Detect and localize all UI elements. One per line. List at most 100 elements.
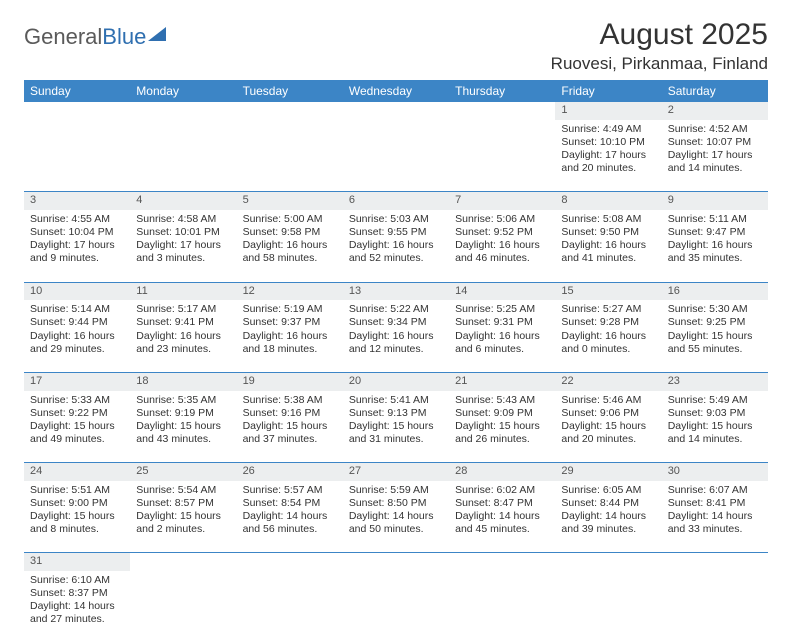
day-number: 31 <box>24 553 130 571</box>
day-number-row: 17181920212223 <box>24 372 768 390</box>
day-cell: Sunrise: 5:19 AMSunset: 9:37 PMDaylight:… <box>237 300 343 372</box>
sunrise-line: Sunrise: 5:33 AM <box>30 394 124 407</box>
day-number: 23 <box>662 372 768 390</box>
day-number <box>555 553 661 571</box>
day-number <box>130 102 236 120</box>
sunset-line: Sunset: 9:55 PM <box>349 226 443 239</box>
day-cell: Sunrise: 5:51 AMSunset: 9:00 PMDaylight:… <box>24 481 130 553</box>
daylight-line: Daylight: 17 hours and 3 minutes. <box>136 239 230 265</box>
weekday-header: Tuesday <box>237 80 343 102</box>
logo: General Blue <box>24 18 166 50</box>
sunset-line: Sunset: 9:47 PM <box>668 226 762 239</box>
day-cell <box>130 120 236 192</box>
header: General Blue August 2025 Ruovesi, Pirkan… <box>24 18 768 74</box>
day-cell: Sunrise: 5:17 AMSunset: 9:41 PMDaylight:… <box>130 300 236 372</box>
sunset-line: Sunset: 10:01 PM <box>136 226 230 239</box>
weekday-header: Saturday <box>662 80 768 102</box>
daylight-line: Daylight: 16 hours and 6 minutes. <box>455 330 549 356</box>
sunrise-line: Sunrise: 5:25 AM <box>455 303 549 316</box>
day-number <box>343 553 449 571</box>
day-number <box>449 102 555 120</box>
day-number: 3 <box>24 192 130 210</box>
day-cell: Sunrise: 5:08 AMSunset: 9:50 PMDaylight:… <box>555 210 661 282</box>
day-cell: Sunrise: 5:35 AMSunset: 9:19 PMDaylight:… <box>130 391 236 463</box>
day-cell <box>343 120 449 192</box>
daylight-line: Daylight: 16 hours and 58 minutes. <box>243 239 337 265</box>
daylight-line: Daylight: 14 hours and 50 minutes. <box>349 510 443 536</box>
sunset-line: Sunset: 9:44 PM <box>30 316 124 329</box>
day-number: 16 <box>662 282 768 300</box>
daylight-line: Daylight: 16 hours and 46 minutes. <box>455 239 549 265</box>
sunrise-line: Sunrise: 5:00 AM <box>243 213 337 226</box>
weekday-header: Friday <box>555 80 661 102</box>
day-cell <box>237 120 343 192</box>
sunrise-line: Sunrise: 5:46 AM <box>561 394 655 407</box>
day-cell: Sunrise: 5:38 AMSunset: 9:16 PMDaylight:… <box>237 391 343 463</box>
day-number: 18 <box>130 372 236 390</box>
day-cell <box>662 571 768 643</box>
calendar-table: Sunday Monday Tuesday Wednesday Thursday… <box>24 80 768 643</box>
day-number: 29 <box>555 463 661 481</box>
daylight-line: Daylight: 16 hours and 0 minutes. <box>561 330 655 356</box>
daylight-line: Daylight: 15 hours and 20 minutes. <box>561 420 655 446</box>
sunset-line: Sunset: 9:41 PM <box>136 316 230 329</box>
sunrise-line: Sunrise: 5:08 AM <box>561 213 655 226</box>
sunset-line: Sunset: 9:00 PM <box>30 497 124 510</box>
day-cell: Sunrise: 5:27 AMSunset: 9:28 PMDaylight:… <box>555 300 661 372</box>
logo-flag-icon <box>148 27 166 41</box>
day-cell <box>130 571 236 643</box>
sunrise-line: Sunrise: 4:58 AM <box>136 213 230 226</box>
sunrise-line: Sunrise: 5:30 AM <box>668 303 762 316</box>
daylight-line: Daylight: 16 hours and 41 minutes. <box>561 239 655 265</box>
day-number-row: 10111213141516 <box>24 282 768 300</box>
sunset-line: Sunset: 9:22 PM <box>30 407 124 420</box>
day-cell: Sunrise: 6:02 AMSunset: 8:47 PMDaylight:… <box>449 481 555 553</box>
day-cell: Sunrise: 5:11 AMSunset: 9:47 PMDaylight:… <box>662 210 768 282</box>
day-number: 21 <box>449 372 555 390</box>
day-cell: Sunrise: 5:59 AMSunset: 8:50 PMDaylight:… <box>343 481 449 553</box>
daylight-line: Daylight: 15 hours and 55 minutes. <box>668 330 762 356</box>
sunrise-line: Sunrise: 5:03 AM <box>349 213 443 226</box>
weekday-header: Thursday <box>449 80 555 102</box>
sunset-line: Sunset: 10:04 PM <box>30 226 124 239</box>
day-cell: Sunrise: 5:57 AMSunset: 8:54 PMDaylight:… <box>237 481 343 553</box>
sunset-line: Sunset: 9:13 PM <box>349 407 443 420</box>
daylight-line: Daylight: 14 hours and 33 minutes. <box>668 510 762 536</box>
day-number: 4 <box>130 192 236 210</box>
day-cell: Sunrise: 6:07 AMSunset: 8:41 PMDaylight:… <box>662 481 768 553</box>
logo-text-general: General <box>24 24 102 50</box>
sunset-line: Sunset: 8:41 PM <box>668 497 762 510</box>
day-cell: Sunrise: 5:03 AMSunset: 9:55 PMDaylight:… <box>343 210 449 282</box>
day-number: 14 <box>449 282 555 300</box>
day-cell: Sunrise: 4:58 AMSunset: 10:01 PMDaylight… <box>130 210 236 282</box>
sunset-line: Sunset: 9:52 PM <box>455 226 549 239</box>
sunrise-line: Sunrise: 5:11 AM <box>668 213 762 226</box>
day-cell: Sunrise: 5:43 AMSunset: 9:09 PMDaylight:… <box>449 391 555 463</box>
daylight-line: Daylight: 14 hours and 39 minutes. <box>561 510 655 536</box>
day-cell: Sunrise: 5:33 AMSunset: 9:22 PMDaylight:… <box>24 391 130 463</box>
day-number: 1 <box>555 102 661 120</box>
day-cell: Sunrise: 6:05 AMSunset: 8:44 PMDaylight:… <box>555 481 661 553</box>
sunrise-line: Sunrise: 5:38 AM <box>243 394 337 407</box>
sunset-line: Sunset: 10:10 PM <box>561 136 655 149</box>
sunset-line: Sunset: 8:54 PM <box>243 497 337 510</box>
sunrise-line: Sunrise: 6:02 AM <box>455 484 549 497</box>
sunrise-line: Sunrise: 6:05 AM <box>561 484 655 497</box>
day-cell: Sunrise: 5:25 AMSunset: 9:31 PMDaylight:… <box>449 300 555 372</box>
daylight-line: Daylight: 17 hours and 20 minutes. <box>561 149 655 175</box>
sunrise-line: Sunrise: 5:27 AM <box>561 303 655 316</box>
daylight-line: Daylight: 15 hours and 8 minutes. <box>30 510 124 536</box>
day-cell: Sunrise: 5:30 AMSunset: 9:25 PMDaylight:… <box>662 300 768 372</box>
day-number-row: 3456789 <box>24 192 768 210</box>
daylight-line: Daylight: 16 hours and 52 minutes. <box>349 239 443 265</box>
daylight-line: Daylight: 14 hours and 45 minutes. <box>455 510 549 536</box>
sunrise-line: Sunrise: 5:59 AM <box>349 484 443 497</box>
day-number: 15 <box>555 282 661 300</box>
day-cell: Sunrise: 5:49 AMSunset: 9:03 PMDaylight:… <box>662 391 768 463</box>
day-number <box>343 102 449 120</box>
daylight-line: Daylight: 16 hours and 23 minutes. <box>136 330 230 356</box>
day-cell: Sunrise: 6:10 AMSunset: 8:37 PMDaylight:… <box>24 571 130 643</box>
day-number: 19 <box>237 372 343 390</box>
day-number: 17 <box>24 372 130 390</box>
daylight-line: Daylight: 15 hours and 14 minutes. <box>668 420 762 446</box>
